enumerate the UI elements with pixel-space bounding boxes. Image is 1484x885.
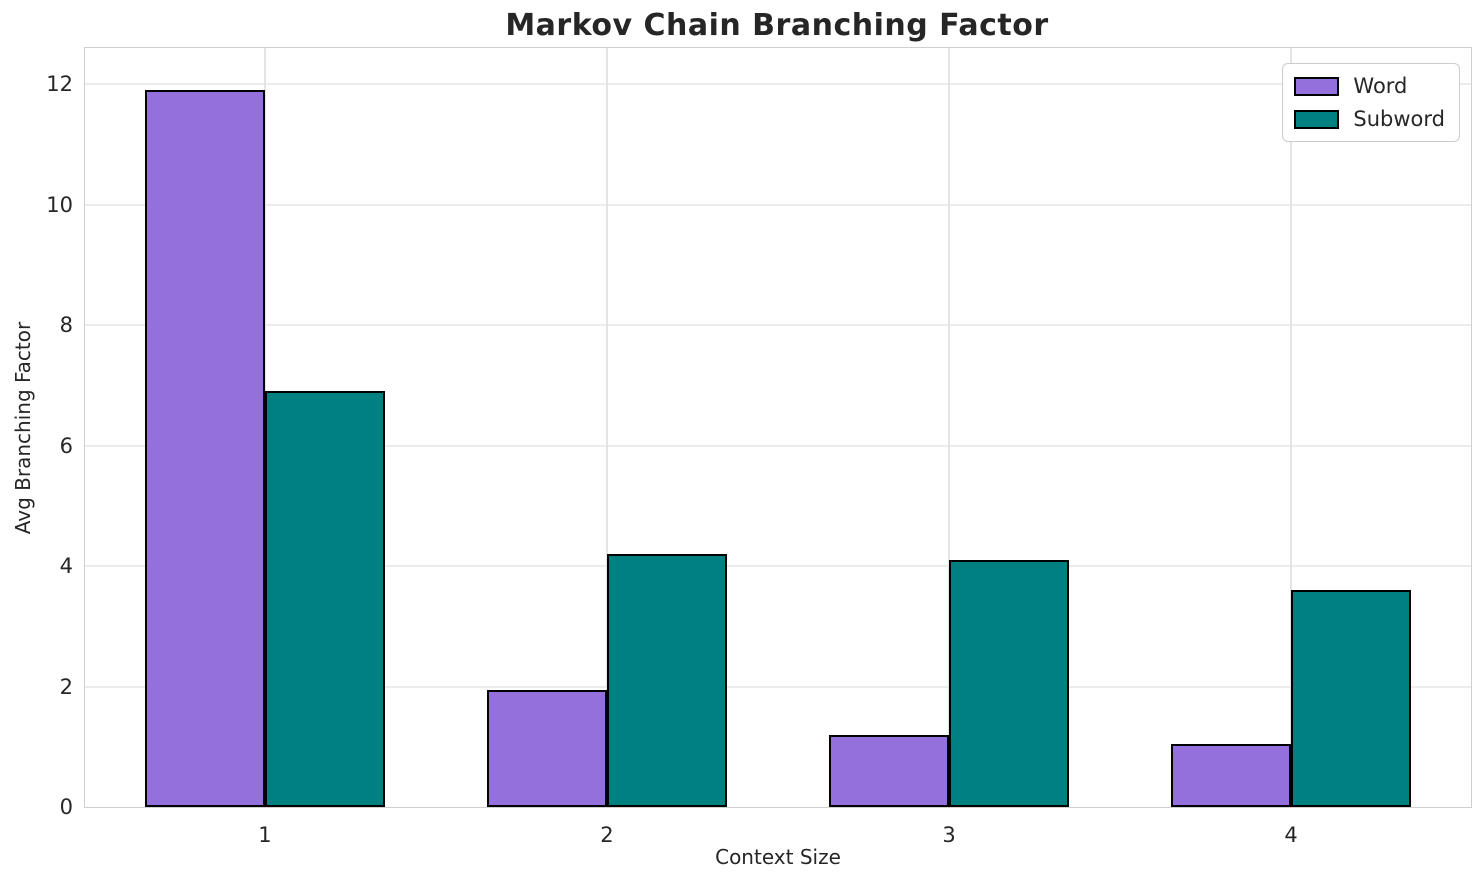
v-gridline [1290, 48, 1293, 807]
h-gridline [85, 83, 1471, 86]
bar-word-2 [487, 689, 607, 807]
y-tick-label: 12 [46, 72, 73, 97]
v-gridline [948, 48, 951, 807]
x-axis-label: Context Size [715, 845, 841, 869]
h-gridline [85, 324, 1471, 327]
bar-word-4 [1171, 743, 1292, 807]
y-tick-label: 8 [59, 313, 73, 338]
x-tick-label: 4 [1284, 823, 1298, 847]
legend-item-subword: Subword [1294, 106, 1445, 132]
y-tick-label: 0 [59, 795, 73, 819]
plot-area: 0 2 4 6 8 10 12 1 2 3 4 Avg Branching Factor Conte… [11, 47, 1472, 869]
legend: Word Subword [1282, 63, 1460, 142]
v-gridline [605, 48, 608, 807]
legend-swatch-subword [1294, 109, 1340, 129]
y-tick-label: 6 [59, 433, 73, 458]
chart-title: Markov Chain Branching Factor [505, 8, 1049, 43]
bar-subword-1 [264, 391, 385, 807]
bar-word-1 [145, 90, 265, 807]
bar-subword-2 [606, 554, 727, 807]
legend-item-word: Word [1294, 73, 1445, 99]
legend-label-word: Word [1353, 74, 1408, 98]
x-tick-label: 1 [258, 823, 272, 847]
legend-label-subword: Subword [1353, 107, 1445, 131]
bar-subword-3 [949, 560, 1069, 807]
y-tick-label: 10 [46, 192, 73, 217]
h-gridline [85, 203, 1471, 206]
h-gridline [85, 444, 1471, 447]
y-tick-label: 2 [59, 674, 73, 699]
h-gridline [85, 565, 1471, 568]
bar-word-3 [829, 734, 949, 807]
h-gridline [85, 685, 1471, 688]
x-tick-label: 2 [600, 823, 614, 847]
y-axis-label: Avg Branching Factor [11, 321, 35, 535]
x-tick-label: 3 [942, 823, 956, 847]
bar-subword-4 [1291, 590, 1411, 807]
y-tick-label: 4 [59, 554, 73, 579]
legend-swatch-word [1294, 76, 1340, 96]
